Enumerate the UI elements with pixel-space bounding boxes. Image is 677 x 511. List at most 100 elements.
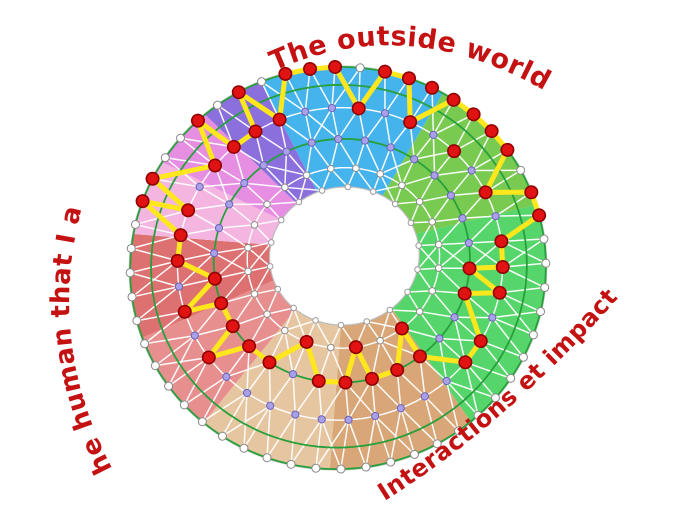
graph-node[interactable]: [344, 415, 353, 424]
graph-node[interactable]: [301, 107, 310, 116]
selected-node[interactable]: [524, 185, 539, 200]
graph-node[interactable]: [132, 316, 142, 326]
selected-node[interactable]: [500, 142, 515, 157]
selected-node[interactable]: [190, 113, 205, 128]
graph-node[interactable]: [282, 147, 291, 156]
selected-node[interactable]: [466, 107, 481, 122]
selected-node[interactable]: [390, 362, 405, 377]
graph-node[interactable]: [307, 138, 316, 147]
selected-node[interactable]: [299, 334, 314, 349]
graph-node[interactable]: [415, 197, 424, 206]
graph-node[interactable]: [369, 188, 377, 195]
graph-node[interactable]: [327, 343, 335, 352]
selected-node[interactable]: [208, 158, 223, 173]
selected-node[interactable]: [473, 334, 488, 349]
graph-node[interactable]: [250, 290, 259, 298]
graph-node[interactable]: [371, 411, 380, 421]
graph-node[interactable]: [541, 258, 551, 268]
graph-node[interactable]: [210, 249, 219, 258]
graph-node[interactable]: [266, 263, 274, 270]
graph-node[interactable]: [344, 183, 352, 191]
graph-node[interactable]: [376, 170, 385, 178]
selected-node[interactable]: [478, 185, 493, 200]
graph-node[interactable]: [130, 219, 140, 229]
graph-node[interactable]: [386, 306, 394, 314]
selected-node[interactable]: [225, 319, 240, 334]
graph-node[interactable]: [334, 134, 343, 144]
graph-node[interactable]: [429, 130, 438, 139]
selected-node[interactable]: [231, 85, 246, 100]
graph-node[interactable]: [491, 393, 501, 403]
graph-node[interactable]: [262, 453, 272, 463]
selected-node[interactable]: [377, 64, 392, 79]
selected-node[interactable]: [348, 340, 363, 355]
graph-node[interactable]: [539, 234, 549, 244]
graph-node[interactable]: [175, 133, 185, 143]
graph-node[interactable]: [435, 334, 444, 343]
graph-node[interactable]: [420, 392, 429, 401]
graph-node[interactable]: [274, 285, 282, 293]
selected-node[interactable]: [364, 371, 379, 386]
graph-node[interactable]: [391, 200, 399, 208]
selected-node[interactable]: [311, 373, 326, 388]
graph-node[interactable]: [288, 370, 298, 379]
graph-node[interactable]: [467, 166, 476, 175]
graph-node[interactable]: [302, 171, 311, 179]
graph-node[interactable]: [363, 318, 371, 325]
selected-node[interactable]: [458, 355, 473, 370]
graph-node[interactable]: [214, 223, 224, 233]
selected-node[interactable]: [532, 208, 547, 223]
selected-node[interactable]: [248, 124, 263, 139]
graph-node[interactable]: [244, 267, 252, 276]
selected-node[interactable]: [338, 375, 353, 390]
graph-node[interactable]: [361, 462, 371, 472]
graph-node[interactable]: [434, 240, 443, 249]
graph-node[interactable]: [491, 212, 500, 221]
graph-node[interactable]: [386, 143, 395, 152]
graph-node[interactable]: [464, 238, 473, 248]
graph-node[interactable]: [244, 243, 252, 252]
selected-node[interactable]: [226, 139, 241, 154]
graph-node[interactable]: [396, 404, 405, 413]
selected-node[interactable]: [262, 355, 277, 370]
graph-node[interactable]: [250, 221, 259, 229]
graph-node[interactable]: [337, 321, 345, 329]
graph-node[interactable]: [528, 330, 538, 340]
graph-node[interactable]: [428, 287, 437, 295]
graph-node[interactable]: [212, 100, 222, 110]
graph-node[interactable]: [127, 292, 137, 302]
graph-node[interactable]: [415, 307, 424, 316]
graph-node[interactable]: [257, 77, 267, 87]
graph-node[interactable]: [266, 401, 275, 410]
graph-node[interactable]: [179, 400, 189, 410]
graph-node[interactable]: [454, 426, 464, 436]
graph-node[interactable]: [432, 439, 442, 449]
graph-node[interactable]: [327, 164, 335, 173]
graph-node[interactable]: [242, 388, 252, 398]
selected-node[interactable]: [351, 101, 366, 116]
graph-node[interactable]: [352, 164, 360, 173]
selected-node[interactable]: [492, 285, 507, 300]
graph-node[interactable]: [174, 282, 184, 291]
graph-node[interactable]: [336, 464, 346, 474]
graph-node[interactable]: [164, 381, 174, 391]
graph-node[interactable]: [488, 313, 497, 322]
graph-node[interactable]: [190, 331, 199, 340]
graph-node[interactable]: [240, 179, 249, 188]
graph-node[interactable]: [295, 198, 303, 206]
graph-node[interactable]: [317, 415, 326, 424]
graph-node[interactable]: [404, 288, 411, 296]
selected-node[interactable]: [446, 92, 461, 107]
graph-node[interactable]: [398, 181, 406, 190]
selected-node[interactable]: [278, 66, 293, 81]
graph-node[interactable]: [410, 155, 419, 164]
graph-node[interactable]: [415, 242, 422, 249]
selected-node[interactable]: [403, 115, 418, 130]
graph-node[interactable]: [312, 317, 319, 324]
graph-node[interactable]: [380, 109, 390, 118]
graph-node[interactable]: [376, 336, 384, 345]
graph-node[interactable]: [311, 463, 321, 473]
graph-node[interactable]: [280, 326, 289, 335]
graph-node[interactable]: [506, 373, 516, 383]
graph-node[interactable]: [286, 459, 296, 469]
